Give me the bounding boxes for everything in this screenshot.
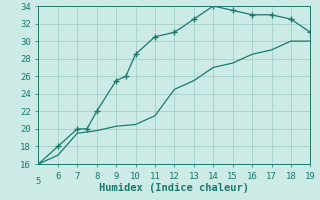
X-axis label: Humidex (Indice chaleur): Humidex (Indice chaleur) <box>100 183 249 193</box>
Text: 5: 5 <box>36 177 41 186</box>
